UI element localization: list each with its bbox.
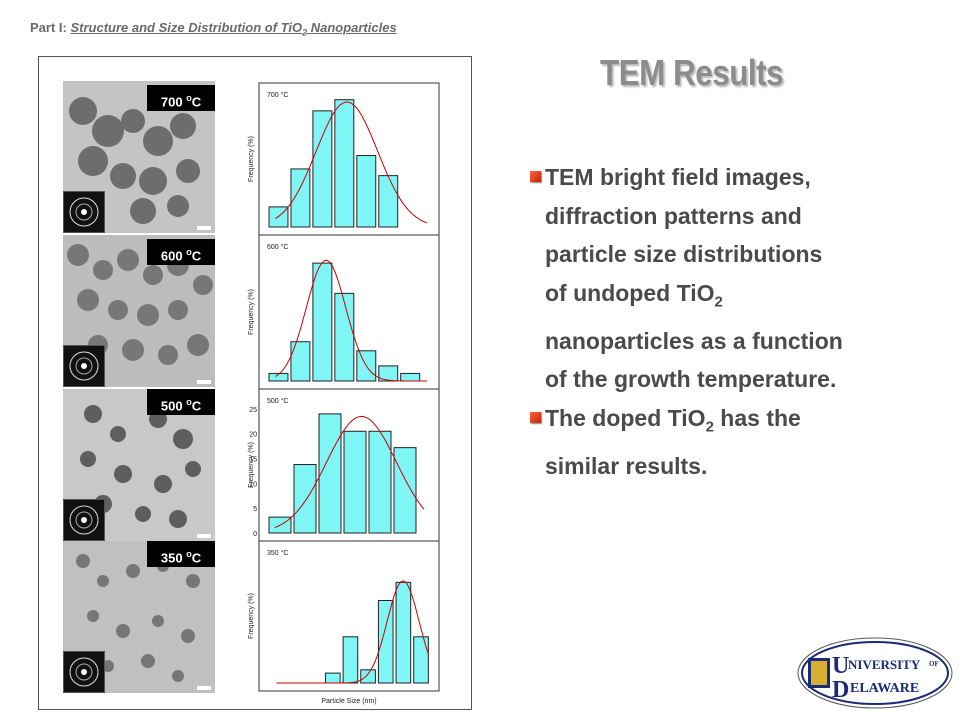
y-tick-label: 10 — [249, 481, 257, 488]
histogram-bar — [400, 372, 421, 382]
bullet-line-tio2: of undoped TiO2 — [545, 279, 723, 311]
scale-bar — [197, 686, 211, 690]
diffraction-pattern-inset — [63, 345, 105, 387]
header-subtitle: Structure and Size Distribution of TiO2 … — [70, 20, 397, 38]
university-of-delaware-logo: U NIVERSITY OF D ELAWARE — [797, 637, 953, 709]
histogram-bar — [393, 447, 417, 534]
histogram-bar — [378, 175, 399, 228]
y-tick-label: 20 — [249, 432, 257, 439]
chart-temperature-label: 600 °C — [267, 243, 288, 251]
bullet-list: TEM bright field images, diffraction pat… — [530, 158, 950, 485]
y-axis-label: Frequency (%) — [248, 442, 255, 488]
section-header: Part I: Structure and Size Distribution … — [30, 20, 397, 38]
svg-text:OF: OF — [929, 660, 939, 668]
header-prefix: Part I: — [30, 20, 71, 35]
scale-bar — [197, 534, 211, 538]
histogram-bar — [378, 365, 399, 382]
histogram-bar — [268, 372, 289, 382]
bullet-item-1: TEM bright field images, diffraction pat… — [530, 158, 950, 399]
tem-image-600 — [63, 235, 215, 387]
histogram-bar — [312, 110, 333, 228]
y-tick-label: 25 — [249, 407, 257, 414]
histogram-bar — [368, 430, 392, 534]
scale-bar — [197, 380, 211, 384]
tem-figure: 700 oC 600 oC 500 oC 350 oC 700 °C Freque… — [38, 56, 472, 710]
histogram-bar — [377, 600, 394, 684]
y-tick-label: 0 — [253, 531, 257, 538]
histogram-bar — [334, 99, 355, 228]
gaussian-fit-line — [275, 101, 428, 224]
histogram-bar — [413, 636, 429, 684]
histogram-bar — [312, 262, 333, 382]
histogram-bar — [293, 464, 317, 534]
y-axis-label: Frequency (%) — [248, 593, 255, 639]
temperature-label-700: 700 oC — [147, 85, 215, 111]
svg-text:ELAWARE: ELAWARE — [850, 681, 919, 696]
chart-temperature-label: 350 °C — [267, 549, 288, 557]
svg-text:D: D — [832, 677, 849, 703]
y-axis-label: Frequency (%) — [248, 136, 255, 182]
histogram-bar — [324, 672, 341, 684]
svg-text:NIVERSITY: NIVERSITY — [848, 657, 921, 672]
slide-title: TEM Results — [600, 52, 784, 93]
bullet-line-doped: The doped TiO2 has the — [545, 404, 801, 436]
chart-temperature-label: 500 °C — [267, 397, 288, 405]
bullet-marker-icon — [530, 171, 541, 182]
bullet-marker-icon — [530, 411, 541, 423]
svg-text:U: U — [832, 653, 849, 679]
chart-frame — [258, 540, 440, 692]
histogram-bar — [290, 168, 311, 228]
y-axis-label: Frequency (%) — [248, 289, 255, 335]
histogram-bar — [360, 669, 376, 684]
diffraction-pattern-inset — [63, 499, 105, 541]
histogram-bar — [342, 636, 359, 684]
chart-temperature-label: 700 °C — [267, 91, 288, 99]
gaussian-fit-line — [275, 259, 427, 382]
histogram-bar — [343, 430, 367, 534]
temperature-label-500: 500 oC — [147, 389, 215, 415]
bullet-item-2: The doped TiO2 has the similar results. — [530, 399, 950, 486]
gaussian-fit-line — [276, 580, 430, 684]
temperature-label-600: 600 oC — [147, 239, 215, 265]
scale-bar — [197, 226, 211, 230]
y-tick-label: 5 — [253, 506, 257, 513]
y-tick-label: 15 — [249, 457, 257, 464]
histogram-bar — [290, 341, 311, 382]
diffraction-pattern-inset — [63, 651, 105, 693]
histogram-bar — [395, 581, 412, 684]
university-logo: U NIVERSITY OF D ELAWARE — [796, 636, 954, 710]
gaussian-fit-line — [274, 415, 425, 529]
histogram-bar — [318, 413, 342, 534]
x-axis-label: Particle Size (nm) — [321, 698, 376, 705]
tem-image-500 — [63, 389, 215, 541]
histogram-bar — [356, 155, 377, 228]
tem-image-350 — [63, 541, 215, 693]
diffraction-pattern-inset — [63, 191, 105, 233]
temperature-label-350: 350 oC — [147, 541, 215, 567]
histogram-bar — [334, 292, 355, 382]
